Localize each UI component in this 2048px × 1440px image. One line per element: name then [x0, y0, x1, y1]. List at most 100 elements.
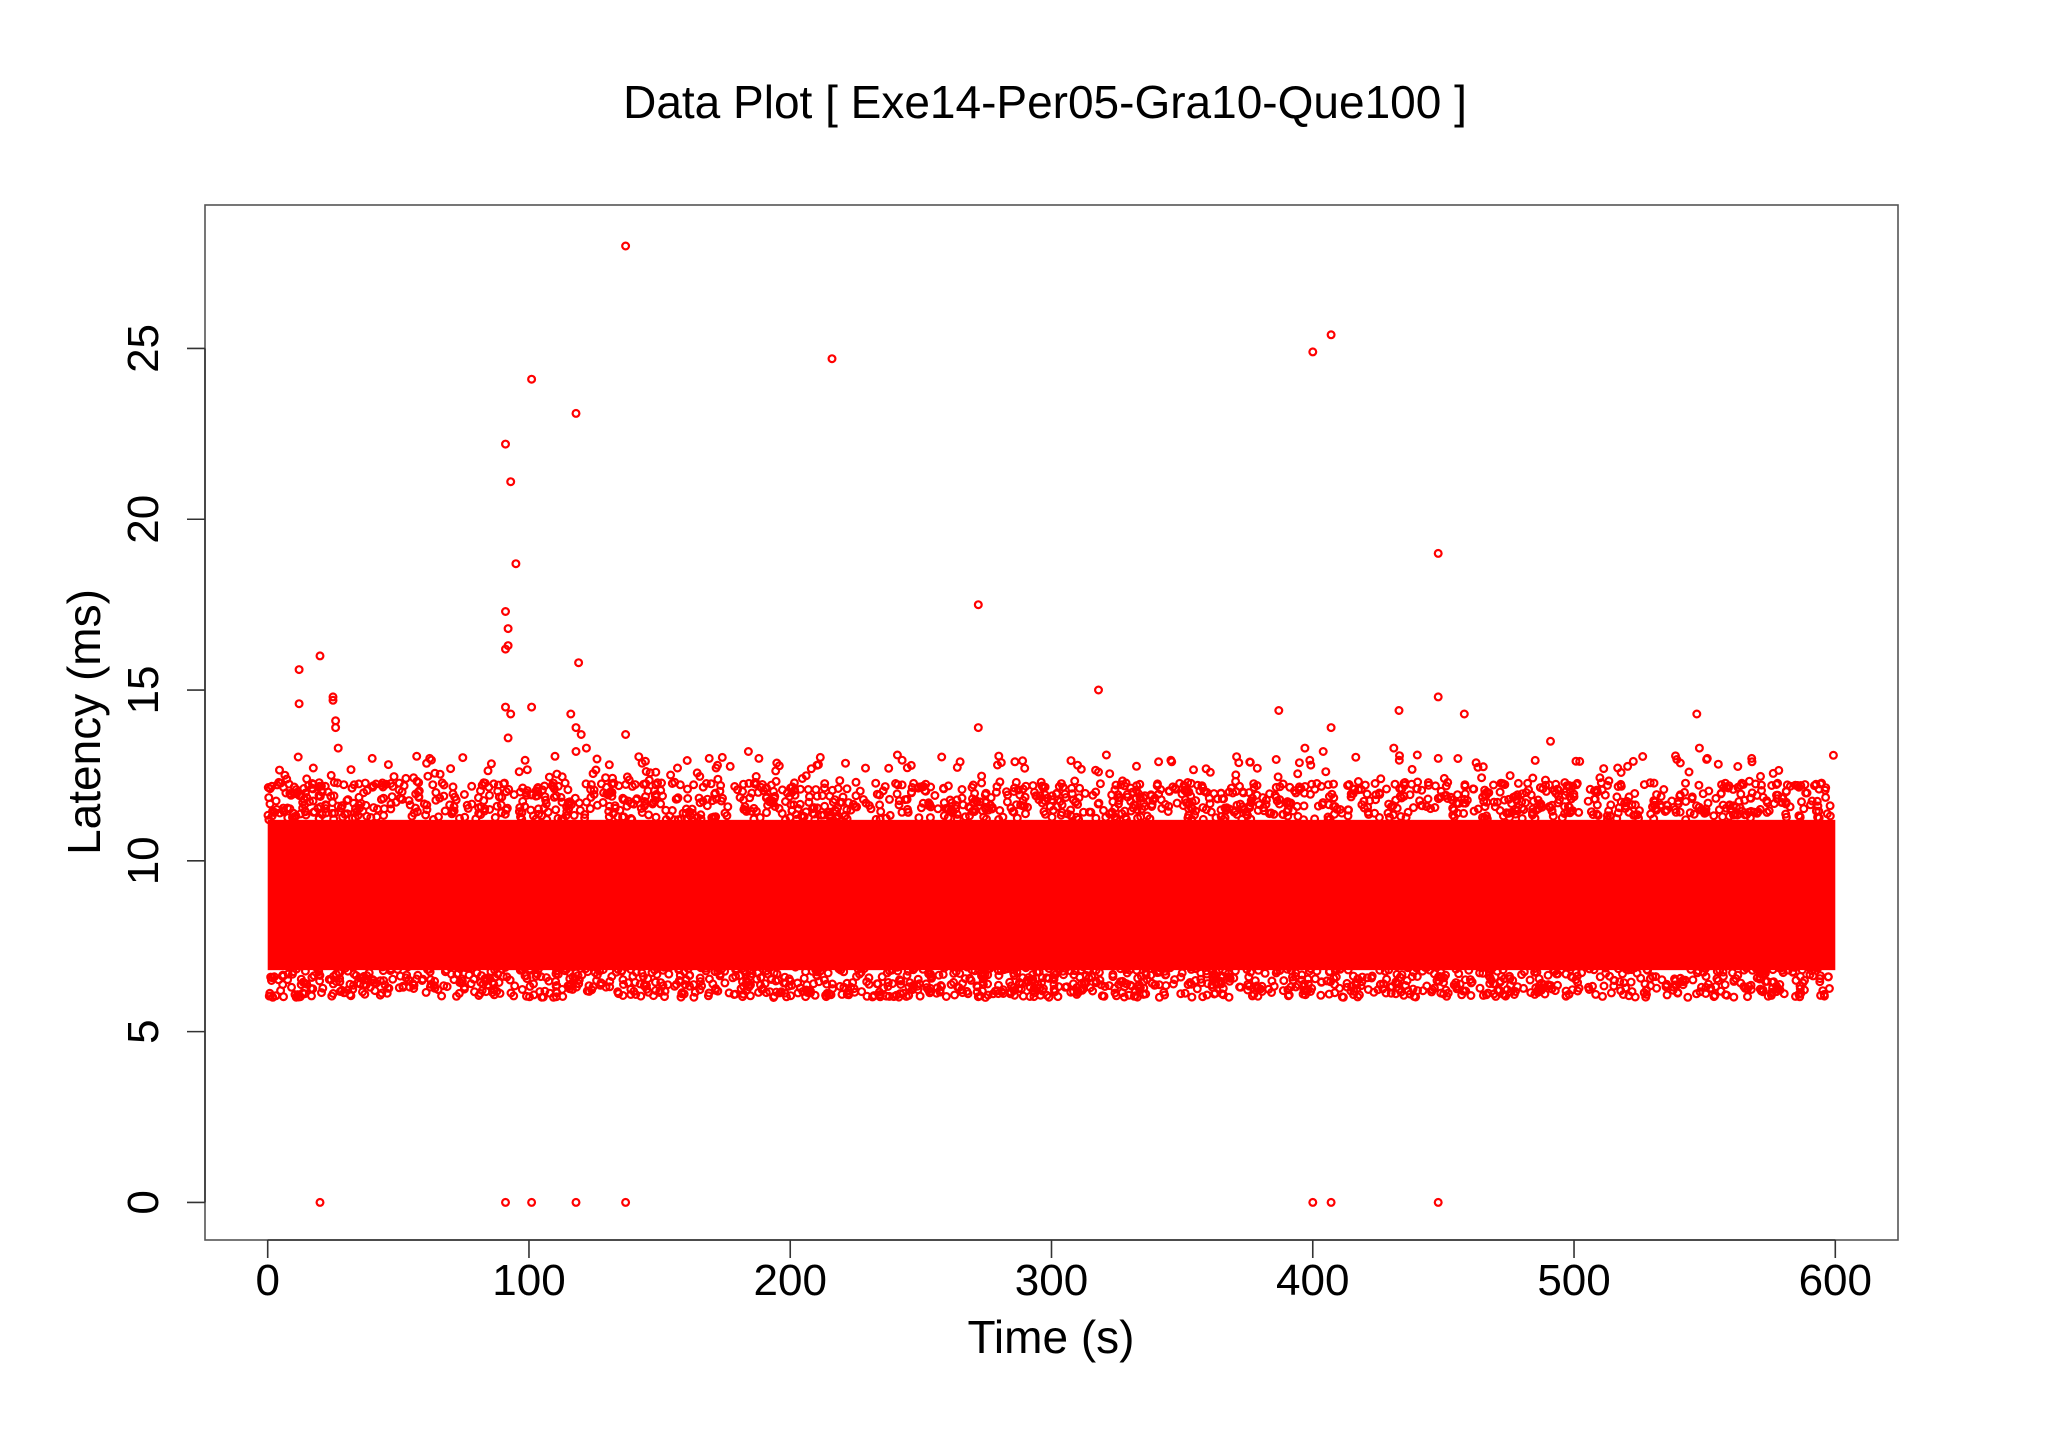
data-point — [636, 803, 646, 813]
data-point — [589, 785, 599, 795]
data-point — [790, 790, 800, 800]
data-point — [1188, 765, 1198, 775]
data-point — [1284, 798, 1294, 808]
data-point — [1317, 800, 1327, 810]
data-point — [673, 815, 683, 825]
data-point — [1351, 752, 1361, 762]
data-point — [640, 756, 650, 766]
data-point — [307, 778, 317, 788]
data-point — [1643, 965, 1653, 975]
data-point — [749, 803, 759, 813]
data-point — [1371, 795, 1381, 805]
data-point — [991, 787, 1001, 797]
data-point — [1517, 797, 1527, 807]
data-point — [821, 990, 831, 1000]
data-point — [652, 969, 662, 979]
data-point — [1052, 802, 1062, 812]
plot-frame — [204, 204, 1899, 1241]
data-point — [439, 981, 449, 991]
data-point — [950, 990, 960, 1000]
data-point — [885, 810, 895, 820]
data-point — [1130, 991, 1140, 1001]
data-point — [1768, 768, 1778, 778]
data-point — [983, 970, 993, 980]
data-point — [842, 784, 852, 794]
data-point — [1795, 981, 1805, 991]
y-tick-label: 25 — [119, 324, 168, 373]
data-point — [1091, 813, 1101, 823]
data-point — [522, 765, 532, 775]
data-point — [1762, 976, 1772, 986]
data-point — [977, 771, 987, 781]
data-point — [770, 791, 780, 801]
data-point — [1131, 761, 1141, 771]
data-point — [264, 991, 274, 1001]
data-point — [689, 780, 699, 790]
data-point — [1630, 788, 1640, 798]
x-axis-label: Time (s) — [968, 1311, 1135, 1363]
data-point — [1294, 758, 1304, 768]
data-point — [1299, 985, 1309, 995]
data-point — [884, 763, 894, 773]
data-point — [1316, 990, 1326, 1000]
data-point — [820, 801, 830, 811]
data-point — [798, 811, 808, 821]
data-point — [604, 801, 614, 811]
data-point — [1636, 973, 1646, 983]
data-point — [278, 971, 288, 981]
data-point — [924, 969, 934, 979]
data-point — [1132, 781, 1142, 791]
data-point — [1453, 753, 1463, 763]
data-point — [626, 813, 636, 823]
data-point — [790, 962, 800, 972]
data-point — [1394, 705, 1404, 715]
data-point — [1237, 814, 1247, 824]
data-point — [1656, 791, 1666, 801]
data-point — [1184, 810, 1194, 820]
data-point — [651, 780, 661, 790]
data-point — [1565, 791, 1575, 801]
data-point — [613, 964, 623, 974]
data-point — [650, 795, 660, 805]
data-point — [1056, 810, 1066, 820]
data-point — [729, 989, 739, 999]
data-point — [972, 987, 982, 997]
data-point — [936, 980, 946, 990]
data-point — [681, 808, 691, 818]
data-point — [787, 782, 797, 792]
data-point — [1066, 805, 1076, 815]
data-point — [1771, 790, 1781, 800]
data-point — [1321, 767, 1331, 777]
data-point — [1823, 972, 1833, 982]
data-point — [1571, 756, 1581, 766]
data-point — [1451, 982, 1461, 992]
data-point — [916, 782, 926, 792]
data-point — [1781, 787, 1791, 797]
data-point — [1433, 692, 1443, 702]
data-point — [1499, 795, 1509, 805]
data-point — [1253, 983, 1263, 993]
data-point — [1528, 773, 1538, 783]
data-point — [1075, 972, 1085, 982]
data-point — [1415, 796, 1425, 806]
data-point — [624, 775, 634, 785]
data-point — [459, 789, 469, 799]
data-point — [340, 809, 350, 819]
data-point — [862, 991, 872, 1001]
data-point — [1278, 809, 1288, 819]
data-point — [1687, 792, 1697, 802]
data-point — [521, 991, 531, 1001]
data-point — [763, 800, 773, 810]
data-point — [1312, 778, 1322, 788]
data-point — [604, 760, 614, 770]
data-point — [1274, 705, 1284, 715]
data-point — [731, 964, 741, 974]
data-point — [1157, 803, 1167, 813]
data-point — [1484, 971, 1494, 981]
data-point — [793, 988, 803, 998]
data-point — [813, 760, 823, 770]
data-point — [1243, 985, 1253, 995]
data-point — [1755, 771, 1765, 781]
y-tick-label: 0 — [119, 1190, 168, 1214]
data-point — [574, 658, 584, 668]
